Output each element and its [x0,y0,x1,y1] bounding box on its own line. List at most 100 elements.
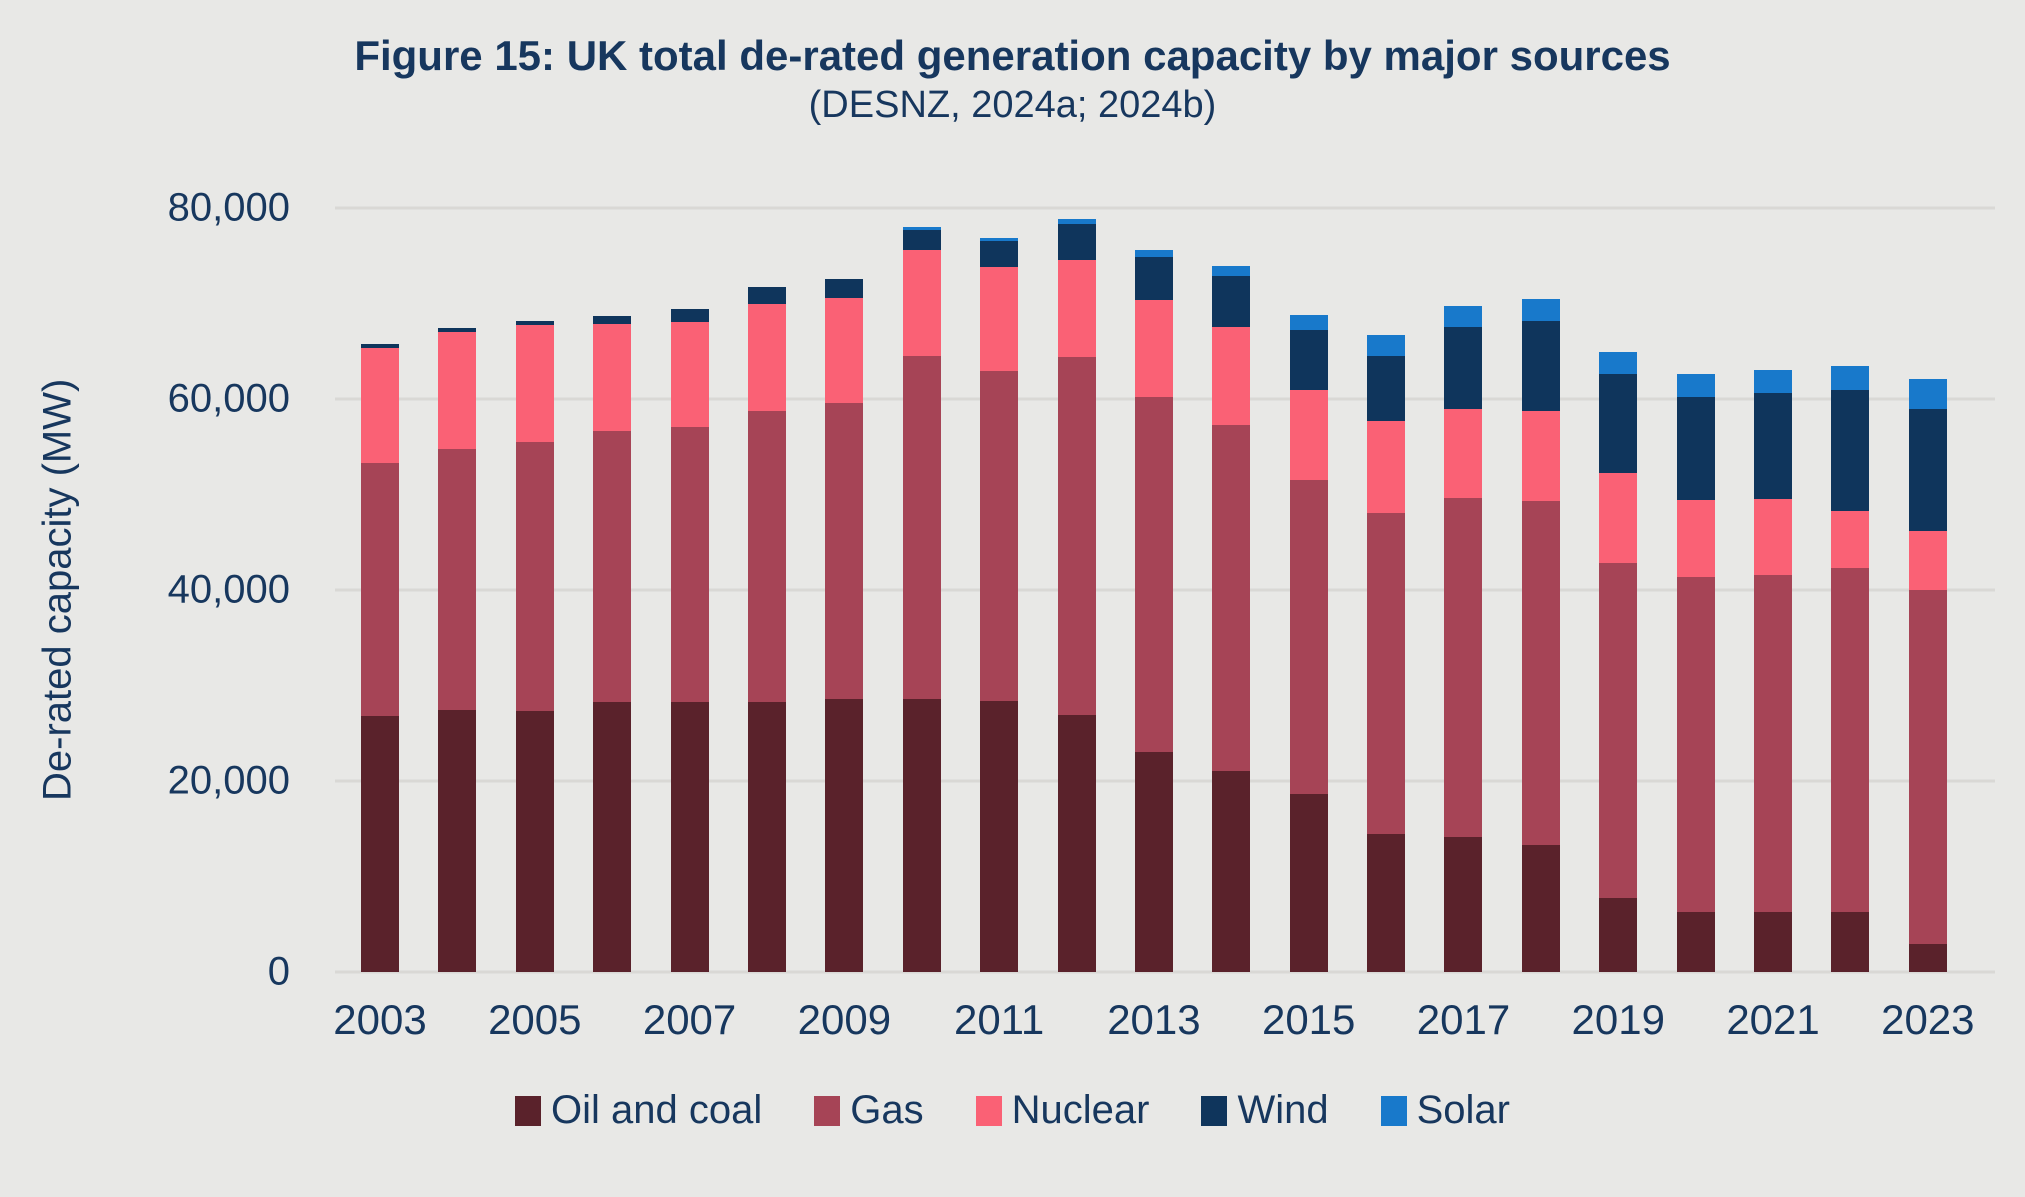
x-slot-2004 [438,996,476,1044]
bar-2020 [1676,208,1715,972]
x-tick-label-2009: 2009 [797,996,892,1043]
legend-item-gas: Gas [814,1088,924,1133]
segment-solar-2013 [1134,250,1173,257]
segment-nuclear-2010 [902,250,941,357]
bar-2012 [1057,208,1096,972]
segment-nuclear-2023 [1908,530,1947,590]
x-tick-label-2005: 2005 [488,996,582,1043]
bar-2004 [438,208,477,972]
segment-gas-2006 [593,431,632,703]
bar-2014 [1212,208,1251,972]
segment-nuclear-2022 [1831,510,1870,569]
legend-label: Nuclear [1011,1088,1150,1132]
segment-nuclear-2012 [1057,259,1096,357]
segment-wind-2021 [1754,393,1793,500]
y-axis-tick-labels: 0 20,000 40,000 60,000 80,000 [90,186,290,994]
bar-2005 [515,208,554,972]
segment-wind-2016 [1367,356,1406,421]
segment-oil-and-coal-2014 [1212,771,1251,972]
segment-oil-and-coal-2023 [1908,944,1947,972]
segment-gas-2013 [1134,397,1173,753]
segment-solar-2012 [1057,219,1096,225]
segment-oil-and-coal-2013 [1134,752,1173,972]
segment-wind-2015 [1289,329,1328,391]
legend-label: Solar [1416,1088,1510,1132]
segment-nuclear-2018 [1521,410,1560,501]
segment-solar-2018 [1521,298,1560,321]
segment-wind-2013 [1134,256,1173,300]
x-slot-2015: 2015 [1262,996,1355,1044]
x-slot-2022 [1831,996,1869,1044]
segment-oil-and-coal-2009 [825,698,864,972]
segment-solar-2014 [1212,266,1251,276]
y-tick-label: 20,000 [167,758,290,803]
legend-swatch-oil-and-coal [515,1095,542,1126]
segment-gas-2011 [980,371,1019,701]
x-slot-2008 [748,996,786,1044]
x-slot-2016 [1367,996,1405,1044]
bar-2019 [1599,208,1638,972]
x-slot-2007: 2007 [643,996,736,1044]
segment-oil-and-coal-2017 [1444,837,1483,972]
segment-oil-and-coal-2003 [361,716,399,972]
x-slot-2023: 2023 [1881,996,1974,1044]
bar-2015 [1289,208,1328,972]
bar-2008 [747,208,786,972]
x-slot-2005: 2005 [488,996,581,1044]
legend-swatch-wind [1201,1095,1228,1126]
x-slot-2003: 2003 [333,996,426,1044]
segment-oil-and-coal-2022 [1831,911,1870,972]
legend-item-nuclear: Nuclear [975,1088,1150,1133]
x-tick-label-2003: 2003 [333,996,427,1043]
segment-gas-2005 [515,441,554,712]
segment-wind-2022 [1831,390,1870,511]
x-slot-2010 [903,996,941,1044]
segment-wind-2005 [515,320,554,326]
segment-wind-2018 [1521,320,1560,411]
chart-title: Figure 15: UK total de-rated generation … [354,32,1671,79]
segment-wind-2009 [825,279,864,299]
legend-item-solar: Solar [1380,1088,1510,1133]
x-tick-label-2013: 2013 [1107,996,1201,1043]
segment-wind-2008 [747,286,786,304]
segment-nuclear-2007 [670,321,709,428]
gridline-0 [335,970,1995,974]
legend-item-oil-and-coal: Oil and coal [515,1088,762,1133]
segment-nuclear-2016 [1367,420,1406,513]
segment-wind-2004 [438,328,477,333]
segment-nuclear-2004 [438,332,477,450]
segment-solar-2019 [1599,351,1638,374]
segment-solar-2016 [1367,335,1406,357]
segment-nuclear-2013 [1134,299,1173,398]
segment-gas-2019 [1599,563,1638,898]
segment-wind-2020 [1676,397,1715,500]
segment-nuclear-2009 [825,298,864,403]
segment-nuclear-2017 [1444,409,1483,499]
segment-gas-2014 [1212,424,1251,772]
segment-oil-and-coal-2007 [670,702,709,972]
segment-solar-2017 [1444,306,1483,327]
segment-gas-2016 [1367,512,1406,834]
x-slot-2017: 2017 [1417,996,1510,1044]
bar-2006 [593,208,632,972]
segment-gas-2012 [1057,356,1096,716]
x-tick-label-2021: 2021 [1726,996,1820,1043]
segment-solar-2021 [1754,369,1793,394]
bar-2017 [1444,208,1483,972]
y-tick-label: 80,000 [167,185,290,230]
segment-gas-2010 [902,356,941,699]
bar-2003 [361,208,399,972]
segment-oil-and-coal-2015 [1289,794,1328,972]
x-tick-label-2015: 2015 [1261,996,1356,1043]
x-slot-2006 [593,996,631,1044]
segment-gas-2022 [1831,568,1870,912]
segment-wind-2017 [1444,326,1483,410]
bar-2022 [1831,208,1870,972]
segment-oil-and-coal-2021 [1754,911,1793,972]
segment-wind-2003 [361,344,399,349]
segment-wind-2006 [593,315,632,324]
x-slot-2021: 2021 [1726,996,1819,1044]
bar-2013 [1134,208,1173,972]
segment-oil-and-coal-2016 [1367,833,1406,972]
